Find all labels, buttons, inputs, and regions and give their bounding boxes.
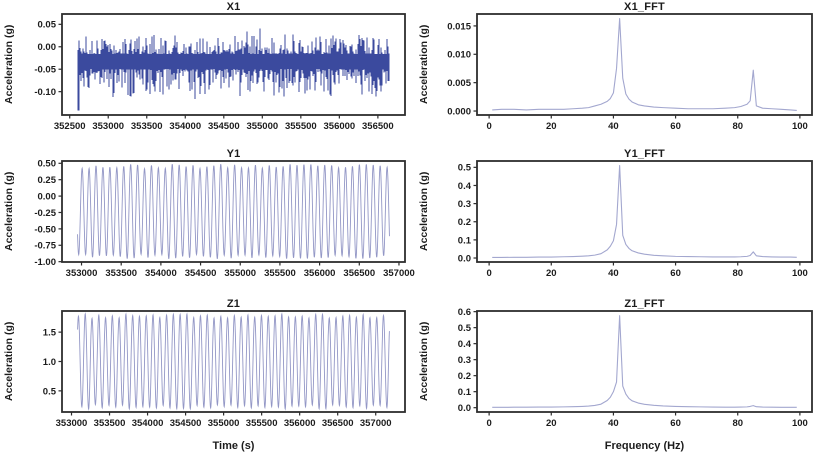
plot-title-x1-fft: X1_FFT: [624, 1, 665, 13]
svg-text:-0.05: -0.05: [34, 65, 56, 76]
svg-text:0.000: 0.000: [447, 106, 471, 117]
svg-text:0.5: 0.5: [43, 386, 57, 397]
svg-text:0: 0: [486, 121, 491, 132]
panel-x1: X1 Acceleration (g) 352500 353000 353500 35…: [0, 0, 415, 146]
svg-text:0.25: 0.25: [38, 175, 57, 186]
svg-text:357000: 357000: [383, 268, 415, 279]
svg-text:0.50: 0.50: [38, 159, 57, 170]
svg-text:356000: 356000: [284, 418, 316, 429]
svg-text:356000: 356000: [324, 121, 356, 132]
svg-text:-1.00: -1.00: [34, 257, 56, 268]
svg-text:353500: 353500: [131, 121, 163, 132]
plot-area-z1-fft: 0 20 40 60 80 100 0.0 0.1 0.2 0.3 0.4 0.5 0.6: [458, 307, 813, 429]
svg-text:0.2: 0.2: [458, 371, 471, 382]
svg-text:0.4: 0.4: [458, 181, 472, 192]
svg-text:0.3: 0.3: [458, 355, 471, 366]
svg-text:353500: 353500: [105, 268, 137, 279]
plot-title-z1: Z1: [226, 298, 241, 310]
svg-text:-0.75: -0.75: [34, 241, 56, 252]
svg-text:0.005: 0.005: [447, 78, 471, 89]
svg-text:80: 80: [732, 268, 743, 279]
plot-title-y1: Y1: [226, 148, 241, 160]
svg-text:20: 20: [546, 121, 557, 132]
svg-text:354000: 354000: [145, 268, 177, 279]
svg-text:355500: 355500: [246, 418, 278, 429]
x-axis-label-time: Time (s): [212, 440, 255, 452]
svg-text:100: 100: [792, 121, 808, 132]
svg-text:0: 0: [486, 268, 491, 279]
plot-area-y1: 353000 353500 354000 354500 355000 355500 3560…: [34, 159, 415, 279]
svg-text:0.2: 0.2: [458, 217, 471, 228]
svg-text:355000: 355000: [208, 418, 240, 429]
svg-text:80: 80: [732, 418, 743, 429]
svg-text:60: 60: [670, 121, 681, 132]
svg-text:355500: 355500: [285, 121, 317, 132]
panel-z1-fft: Z1_FFT Acceleration (g) 0 20 40 60 80 100 0.0 0…: [415, 297, 830, 460]
svg-text:0.0: 0.0: [458, 403, 471, 414]
svg-text:0.5: 0.5: [458, 323, 472, 334]
panel-x1-fft: X1_FFT Acceleration (g) 0 20 40 60 80 100 0.00…: [415, 0, 830, 146]
plot-title-x1: X1: [226, 1, 241, 13]
svg-text:354500: 354500: [185, 268, 217, 279]
svg-text:352500: 352500: [54, 121, 86, 132]
svg-text:0.010: 0.010: [447, 50, 471, 61]
svg-text:356000: 356000: [304, 268, 336, 279]
svg-text:353000: 353000: [66, 268, 98, 279]
svg-text:20: 20: [546, 268, 557, 279]
svg-text:20: 20: [546, 418, 557, 429]
svg-text:60: 60: [670, 268, 681, 279]
plot-area-y1-fft: 0 20 40 60 80 100 0.0 0.1 0.2 0.3 0.4 0.5: [458, 160, 813, 279]
panel-z1: Z1 Acceleration (g) 353000 353500 354000 35…: [0, 297, 415, 460]
plot-title-z1-fft: Z1_FFT: [624, 298, 665, 310]
plot-area-z1: 353000 353500 354000 354500 355000 355500 3560…: [43, 310, 406, 429]
svg-text:0.00: 0.00: [38, 42, 57, 53]
svg-text:40: 40: [608, 418, 619, 429]
svg-text:0.05: 0.05: [38, 20, 57, 31]
svg-text:0: 0: [486, 418, 491, 429]
svg-text:100: 100: [792, 268, 808, 279]
svg-text:40: 40: [608, 268, 619, 279]
svg-text:100: 100: [792, 418, 808, 429]
svg-text:356500: 356500: [343, 268, 375, 279]
svg-text:60: 60: [670, 418, 681, 429]
plot-title-y1-fft: Y1_FFT: [624, 148, 665, 160]
x-axis-label-frequency: Frequency (Hz): [604, 440, 685, 452]
svg-text:1.5: 1.5: [43, 328, 57, 339]
svg-text:0.6: 0.6: [458, 307, 471, 318]
svg-text:354500: 354500: [170, 418, 202, 429]
svg-text:-0.10: -0.10: [34, 87, 56, 98]
svg-text:0.00: 0.00: [38, 191, 57, 202]
svg-text:0.1: 0.1: [458, 235, 472, 246]
svg-text:0.1: 0.1: [458, 387, 472, 398]
svg-text:0.015: 0.015: [447, 21, 471, 32]
svg-text:0.0: 0.0: [458, 253, 471, 264]
svg-text:356500: 356500: [362, 121, 394, 132]
plot-area-x1: 352500 353000 353500 354000 354500 355000 3555…: [34, 13, 406, 132]
svg-text:-0.25: -0.25: [34, 208, 56, 219]
svg-text:355500: 355500: [264, 268, 296, 279]
svg-text:355000: 355000: [246, 121, 278, 132]
svg-text:356500: 356500: [322, 418, 354, 429]
svg-text:80: 80: [732, 121, 743, 132]
svg-text:353000: 353000: [56, 418, 88, 429]
svg-text:0.4: 0.4: [458, 339, 472, 350]
svg-text:354000: 354000: [132, 418, 164, 429]
svg-text:357000: 357000: [360, 418, 392, 429]
panel-y1-fft: Y1_FFT Acceleration (g) 0 20 40 60 80 100 0.0 0…: [415, 147, 830, 296]
panel-y1: Y1 Acceleration (g) 353000 353500 354000 35…: [0, 147, 415, 296]
svg-text:355000: 355000: [224, 268, 256, 279]
svg-text:353500: 353500: [94, 418, 126, 429]
svg-text:-0.50: -0.50: [34, 224, 56, 235]
svg-text:40: 40: [608, 121, 619, 132]
svg-text:1.0: 1.0: [43, 357, 56, 368]
plot-area-x1-fft: 0 20 40 60 80 100 0.000 0.005 0.010 0.015: [447, 13, 813, 132]
svg-text:353000: 353000: [92, 121, 124, 132]
svg-text:354500: 354500: [208, 121, 240, 132]
svg-text:354000: 354000: [169, 121, 201, 132]
svg-text:0.5: 0.5: [458, 163, 472, 174]
svg-text:0.3: 0.3: [458, 199, 471, 210]
